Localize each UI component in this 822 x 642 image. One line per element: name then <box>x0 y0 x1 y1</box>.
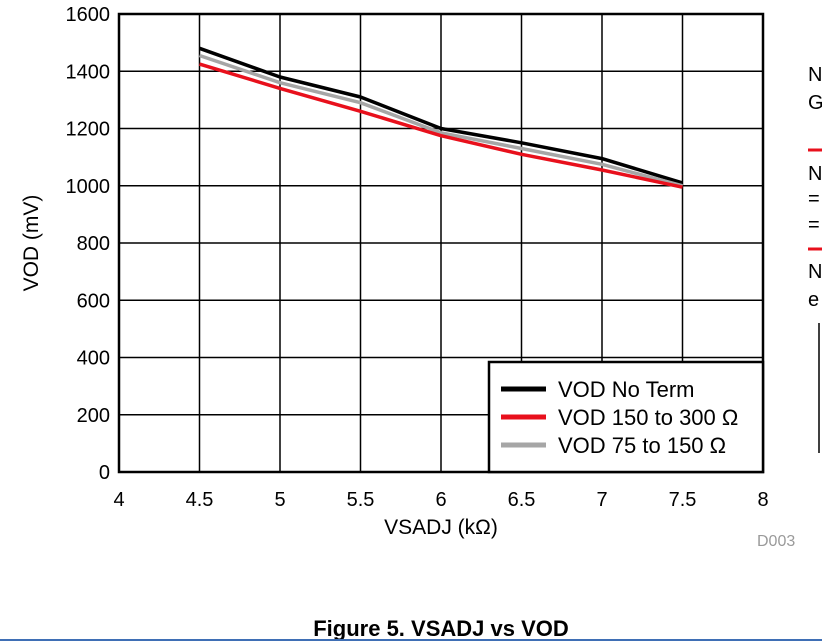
side-text-fragment: = <box>808 188 820 210</box>
plot-frame <box>117 12 765 474</box>
y-tick-label: 200 <box>77 405 110 427</box>
x-tick-label: 7 <box>596 489 607 511</box>
y-tick-label: 1200 <box>66 119 111 141</box>
side-text-fragment: N <box>808 261 822 283</box>
legend-label: VOD No Term <box>558 377 695 402</box>
x-tick-label: 7.5 <box>669 489 697 511</box>
series-line <box>198 62 683 189</box>
y-tick-label: 0 <box>99 462 110 484</box>
series-line <box>198 46 684 185</box>
x-tick-label: 6 <box>435 489 446 511</box>
legend: VOD No Term VOD 150 to 300 Ω VOD 75 to 150… <box>487 360 765 474</box>
x-tick-label: 8 <box>757 489 768 511</box>
y-tick-label: 600 <box>77 290 110 312</box>
y-tick-label: 1600 <box>66 4 111 26</box>
y-tick-label: 800 <box>77 233 110 255</box>
y-tick-label: 1000 <box>66 176 111 198</box>
y-tick-labels: 0 200 400 600 800 1000 1200 1400 1600 <box>66 4 111 484</box>
y-axis-title: VOD (mV) <box>20 195 43 292</box>
side-text-fragment: e <box>808 289 819 311</box>
x-tick-label: 5.5 <box>347 489 375 511</box>
x-tick-label: 6.5 <box>508 489 536 511</box>
series-line <box>198 53 683 188</box>
x-tick-label: 5 <box>274 489 285 511</box>
y-tick-label: 1400 <box>66 61 111 83</box>
x-tick-label: 4.5 <box>186 489 214 511</box>
legend-label: VOD 75 to 150 Ω <box>558 433 726 458</box>
side-text-fragment: = <box>808 214 820 236</box>
side-text-fragments: NGN==Ne <box>808 64 822 311</box>
legend-label: VOD 150 to 300 Ω <box>558 405 738 430</box>
figure-code: D003 <box>757 533 795 550</box>
x-tick-label: 4 <box>113 489 124 511</box>
figure-caption: Figure 5. VSADJ vs VOD <box>313 616 569 641</box>
x-axis-title: VSADJ (kΩ) <box>384 516 498 539</box>
side-text-fragment: G <box>808 92 822 114</box>
x-tick-labels: 4 4.5 5 5.5 6 6.5 7 7.5 8 <box>113 489 768 511</box>
series-lines <box>198 46 684 189</box>
y-tick-label: 400 <box>77 348 110 370</box>
side-text-fragment: N <box>808 64 822 86</box>
side-text-fragment: N <box>808 163 822 185</box>
